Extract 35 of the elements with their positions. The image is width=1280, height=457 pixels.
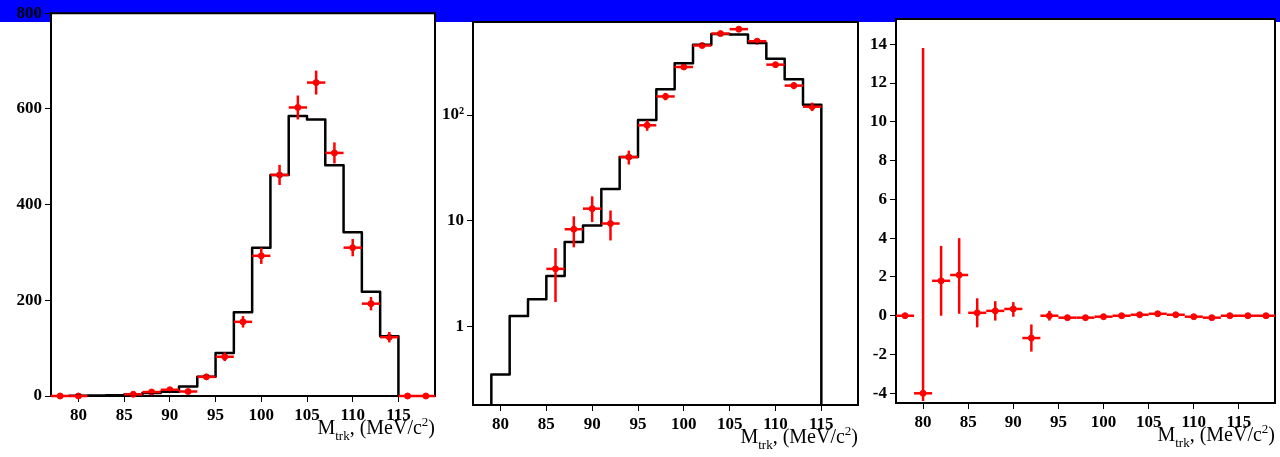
- x-tick-label: 90: [583, 413, 601, 433]
- y-tick-label: -2: [872, 343, 887, 363]
- x-tick-label: 90: [1004, 411, 1022, 431]
- y-tick-label: 6: [878, 188, 887, 208]
- x-tick-label: 105: [716, 413, 743, 433]
- x-tick-label: 95: [207, 404, 225, 424]
- y-tick-label: 2: [878, 266, 887, 286]
- y-tick-label: 10: [447, 210, 464, 230]
- y-tick-label: 800: [16, 2, 42, 22]
- x-tick-label: 95: [1049, 411, 1067, 431]
- y-tick-label: 14: [870, 33, 888, 53]
- x-tick-label: 85: [959, 411, 977, 431]
- y-tick-label: 12: [870, 72, 887, 92]
- x-tick-label: 100: [1090, 411, 1117, 431]
- x-tick-label: 100: [248, 404, 275, 424]
- y-tick-label: 200: [16, 289, 42, 309]
- y-tick-label: 0: [33, 385, 42, 405]
- y-tick-label: 10²: [441, 104, 464, 124]
- x-tick-label: 100: [671, 413, 697, 433]
- x-tick-label: 80: [492, 413, 509, 433]
- y-tick-label: 1: [455, 315, 464, 335]
- y-tick-label: -4: [872, 382, 888, 402]
- y-tick-label: 600: [16, 98, 42, 118]
- x-tick-label: 95: [629, 413, 647, 433]
- y-tick-label: 10: [870, 111, 887, 131]
- x-tick-label: 90: [161, 404, 179, 424]
- x-tick-label: 80: [914, 411, 932, 431]
- y-tick-label: 400: [16, 193, 42, 213]
- y-tick-label: 0: [878, 305, 887, 325]
- x-tick-label: 85: [115, 404, 133, 424]
- y-tick-label: 8: [878, 149, 887, 169]
- x-tick-label: 80: [69, 404, 87, 424]
- y-tick-label: 4: [878, 227, 888, 247]
- x-tick-label: 105: [294, 404, 320, 424]
- x-tick-label: 85: [537, 413, 555, 433]
